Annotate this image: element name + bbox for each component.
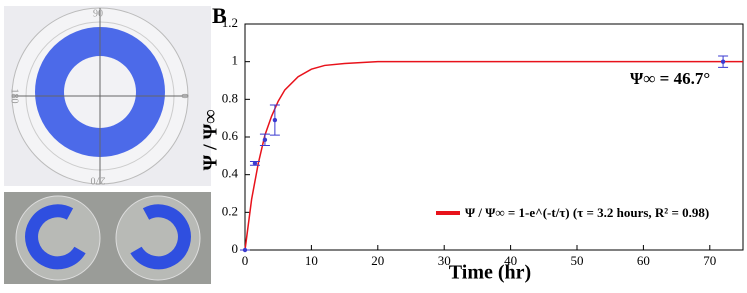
y-tick-label: 0.2 xyxy=(222,203,238,218)
x-tick-label: 30 xyxy=(438,253,451,268)
fit-curve xyxy=(244,60,743,251)
protractor-label: 0 xyxy=(180,94,191,99)
x-tick-label: 10 xyxy=(305,253,318,268)
y-tick-label: 0.6 xyxy=(222,128,239,143)
y-tick-label: 1 xyxy=(232,53,239,68)
annotation: Ψ∞ = 46.7° xyxy=(630,69,710,88)
x-tick-label: 20 xyxy=(371,253,384,268)
photo-top: 90 180 0 270 xyxy=(4,6,211,186)
y-tick-label: 1.2 xyxy=(222,15,238,30)
x-tick-label: 60 xyxy=(637,253,650,268)
protractor-label: 180 xyxy=(9,89,20,104)
y-axis-label: Ψ / Ψ∞ xyxy=(200,109,222,170)
x-tick-label: 50 xyxy=(571,253,584,268)
data-point xyxy=(262,137,268,143)
blue-ring xyxy=(25,204,86,270)
y-tick-label: 0.4 xyxy=(222,166,239,181)
panel-label: B xyxy=(212,3,227,28)
protractor-label: 270 xyxy=(91,175,106,186)
data-point xyxy=(720,59,726,64)
data-point xyxy=(272,117,278,123)
legend-label: Ψ / Ψ∞ = 1-e^(-t/τ) (τ = 3.2 hours, R² =… xyxy=(465,205,709,220)
data-point xyxy=(242,247,248,253)
x-axis-label: Time (hr) xyxy=(449,262,531,284)
x-tick-label: 0 xyxy=(242,253,249,268)
blue-ring xyxy=(130,204,191,270)
x-tick-label: 40 xyxy=(504,253,517,268)
x-tick-label: 70 xyxy=(703,253,716,268)
y-tick-label: 0 xyxy=(232,241,239,256)
photo-bottom xyxy=(4,192,211,284)
data-point xyxy=(252,161,258,166)
y-tick-label: 0.8 xyxy=(222,90,238,105)
protractor-label: 90 xyxy=(93,8,103,19)
